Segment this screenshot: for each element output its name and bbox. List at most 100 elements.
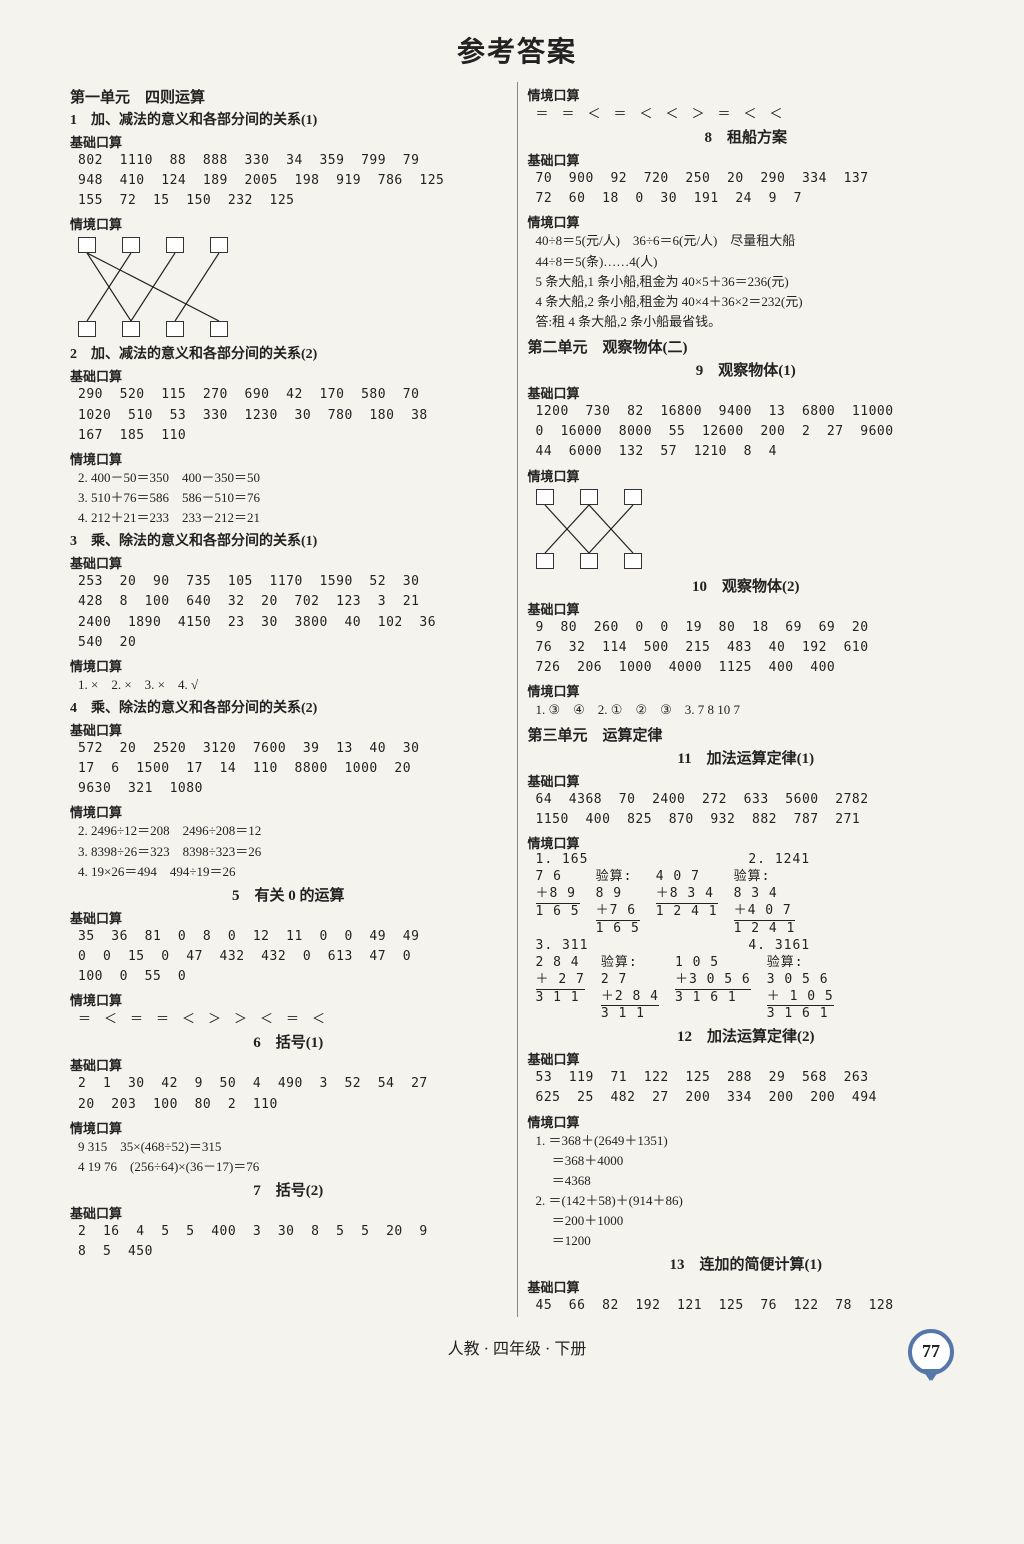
answer-numbers: 253 20 90 735 105 1170 1590 52 30 428 8 … bbox=[70, 572, 507, 653]
section-heading: 10 观察物体(2) bbox=[528, 575, 965, 596]
vertical-sum: 1 0 5＋3 0 5 6 3 1 6 1 bbox=[675, 955, 751, 1024]
answer-numbers: 64 4368 70 2400 272 633 5600 2782 1150 4… bbox=[528, 790, 965, 830]
answer-line: 1. ③ ④ 2. ① ② ③ 3. 7 8 10 7 bbox=[528, 700, 965, 720]
vertical-sum-row: 7 6＋8 9 1 6 5 验算: 8 9＋7 6 1 6 5 4 0 7＋8 … bbox=[528, 869, 965, 938]
two-column-layout: 第一单元 四则运算 1 加、减法的意义和各部分间的关系(1) 基础口算 802 … bbox=[60, 82, 974, 1317]
answer-line: 3. 510＋76＝586 586－510＝76 bbox=[70, 488, 507, 508]
page-footer: 人教 · 四年级 · 下册 77 bbox=[60, 1335, 974, 1359]
matching-diagram bbox=[78, 237, 228, 337]
sum-label: 2. 1241 bbox=[748, 852, 810, 869]
qingjing-label: 情境口算 bbox=[528, 466, 965, 485]
section-heading: 12 加法运算定律(2) bbox=[528, 1025, 965, 1046]
vertical-sum: 2 8 4＋ 2 7 3 1 1 bbox=[536, 955, 585, 1024]
sum-label: 4. 3161 bbox=[748, 938, 810, 955]
jichu-label: 基础口算 bbox=[70, 1055, 507, 1074]
answer-line: 9 315 35×(468÷52)＝315 bbox=[70, 1137, 507, 1157]
answer-line: 4. 19×26＝494 494÷19＝26 bbox=[70, 862, 507, 882]
answer-numbers: 53 119 71 122 125 288 29 568 263 625 25 … bbox=[528, 1068, 965, 1108]
section-heading: 9 观察物体(1) bbox=[528, 359, 965, 380]
jichu-label: 基础口算 bbox=[70, 553, 507, 572]
jichu-label: 基础口算 bbox=[528, 1049, 965, 1068]
qingjing-label: 情境口算 bbox=[528, 212, 965, 231]
answer-line: 4 19 76 (256÷64)×(36－17)＝76 bbox=[70, 1157, 507, 1177]
jichu-label: 基础口算 bbox=[70, 132, 507, 151]
jichu-label: 基础口算 bbox=[70, 1203, 507, 1222]
vertical-sum: 4 0 7＋8 3 4 1 2 4 1 bbox=[656, 869, 718, 938]
unit-heading: 第二单元 观察物体(二) bbox=[528, 336, 965, 357]
unit-heading: 第三单元 运算定律 bbox=[528, 724, 965, 745]
section-heading: 11 加法运算定律(1) bbox=[528, 747, 965, 768]
jichu-label: 基础口算 bbox=[70, 720, 507, 739]
section-heading: 5 有关 0 的运算 bbox=[70, 884, 507, 905]
answer-numbers: 572 20 2520 3120 7600 39 13 40 30 17 6 1… bbox=[70, 739, 507, 799]
vertical-sum-check: 验算: 2 7＋2 8 4 3 1 1 bbox=[601, 955, 659, 1024]
section-heading: 6 括号(1) bbox=[70, 1031, 507, 1052]
qingjing-label: 情境口算 bbox=[70, 214, 507, 233]
jichu-label: 基础口算 bbox=[70, 908, 507, 927]
answer-line: 40÷8＝5(元/人) 36÷6＝6(元/人) 尽量租大船 bbox=[528, 231, 965, 251]
qingjing-label: 情境口算 bbox=[528, 1112, 965, 1131]
answer-numbers: 9 80 260 0 0 19 80 18 69 69 20 76 32 114… bbox=[528, 618, 965, 678]
answer-line: 答:租 4 条大船,2 条小船最省钱。 bbox=[528, 312, 965, 332]
section-heading: 1 加、减法的意义和各部分间的关系(1) bbox=[70, 109, 507, 129]
qingjing-label: 情境口算 bbox=[528, 833, 965, 852]
qingjing-label: 情境口算 bbox=[70, 656, 507, 675]
right-column: 情境口算 ＝ ＝ ＜ ＝ ＜ ＜ ＞ ＝ ＜ ＜ 8 租船方案 基础口算 70 … bbox=[518, 82, 975, 1317]
qingjing-label: 情境口算 bbox=[70, 1118, 507, 1137]
answer-line: ＝ ＝ ＜ ＝ ＜ ＜ ＞ ＝ ＜ ＜ bbox=[528, 104, 965, 124]
vertical-sum-row: 2 8 4＋ 2 7 3 1 1 验算: 2 7＋2 8 4 3 1 1 1 0… bbox=[528, 955, 965, 1024]
answer-line: 1. × 2. × 3. × 4. √ bbox=[70, 675, 507, 695]
qingjing-label: 情境口算 bbox=[528, 85, 965, 104]
sum-label: 3. 311 bbox=[536, 938, 589, 955]
jichu-label: 基础口算 bbox=[528, 1277, 965, 1296]
answer-numbers: 35 36 81 0 8 0 12 11 0 0 49 49 0 0 15 0 … bbox=[70, 927, 507, 987]
matching-diagram bbox=[536, 489, 642, 569]
answer-line: 4. 212＋21＝233 233－212＝21 bbox=[70, 508, 507, 528]
answer-line: 5 条大船,1 条小船,租金为 40×5＋36＝236(元) bbox=[528, 272, 965, 292]
answer-line: 2. 400－50＝350 400－350＝50 bbox=[70, 468, 507, 488]
answer-line: 44÷8＝5(条)……4(人) bbox=[528, 252, 965, 272]
answer-line: ＝ ＜ ＝ ＝ ＜ ＞ ＞ ＜ ＝ ＜ bbox=[70, 1009, 507, 1029]
vertical-sum-check: 验算: 3 0 5 6＋ 1 0 5 3 1 6 1 bbox=[767, 955, 834, 1024]
answer-line: 2. 2496÷12＝208 2496÷208＝12 bbox=[70, 821, 507, 841]
answer-numbers: 2 1 30 42 9 50 4 490 3 52 54 27 20 203 1… bbox=[70, 1074, 507, 1114]
answer-numbers: 290 520 115 270 690 42 170 580 70 1020 5… bbox=[70, 385, 507, 445]
answer-line: ＝4368 bbox=[528, 1171, 965, 1191]
page-title: 参考答案 bbox=[60, 30, 974, 70]
footer-text: 人教 · 四年级 · 下册 bbox=[448, 1341, 587, 1358]
section-heading: 7 括号(2) bbox=[70, 1179, 507, 1200]
answer-numbers: 1200 730 82 16800 9400 13 6800 11000 0 1… bbox=[528, 402, 965, 462]
answer-numbers: 45 66 82 192 121 125 76 122 78 128 bbox=[528, 1296, 965, 1316]
qingjing-label: 情境口算 bbox=[70, 990, 507, 1009]
answer-line: 2. ＝(142＋58)＋(914＋86) bbox=[528, 1191, 965, 1211]
jichu-label: 基础口算 bbox=[528, 150, 965, 169]
answer-numbers: 2 16 4 5 5 400 3 30 8 5 5 20 9 8 5 450 bbox=[70, 1222, 507, 1262]
vertical-sum-check: 验算: 8 3 4＋4 0 7 1 2 4 1 bbox=[734, 869, 796, 938]
unit-heading: 第一单元 四则运算 bbox=[70, 86, 507, 107]
jichu-label: 基础口算 bbox=[528, 771, 965, 790]
sum-label: 1. 165 bbox=[536, 852, 589, 869]
qingjing-label: 情境口算 bbox=[528, 681, 965, 700]
section-heading: 8 租船方案 bbox=[528, 126, 965, 147]
answer-line: 3. 8398÷26＝323 8398÷323＝26 bbox=[70, 842, 507, 862]
section-heading: 2 加、减法的意义和各部分间的关系(2) bbox=[70, 343, 507, 363]
jichu-label: 基础口算 bbox=[70, 366, 507, 385]
answer-line: 4 条大船,2 条小船,租金为 40×4＋36×2＝232(元) bbox=[528, 292, 965, 312]
vertical-sum-row: 3. 311 4. 3161 bbox=[528, 938, 965, 955]
jichu-label: 基础口算 bbox=[528, 599, 965, 618]
qingjing-label: 情境口算 bbox=[70, 802, 507, 821]
vertical-sum-row: 1. 165 2. 1241 bbox=[528, 852, 965, 869]
answer-numbers: 70 900 92 720 250 20 290 334 137 72 60 1… bbox=[528, 169, 965, 209]
page-number-badge: 77 bbox=[908, 1329, 954, 1375]
vertical-sum: 7 6＋8 9 1 6 5 bbox=[536, 869, 580, 938]
section-heading: 3 乘、除法的意义和各部分间的关系(1) bbox=[70, 530, 507, 550]
left-column: 第一单元 四则运算 1 加、减法的意义和各部分间的关系(1) 基础口算 802 … bbox=[60, 82, 518, 1317]
answer-numbers: 802 1110 88 888 330 34 359 799 79 948 41… bbox=[70, 151, 507, 211]
section-heading: 13 连加的简便计算(1) bbox=[528, 1253, 965, 1274]
answer-line: ＝200＋1000 bbox=[528, 1211, 965, 1231]
jichu-label: 基础口算 bbox=[528, 383, 965, 402]
qingjing-label: 情境口算 bbox=[70, 449, 507, 468]
vertical-sum-check: 验算: 8 9＋7 6 1 6 5 bbox=[596, 869, 640, 938]
answer-line: ＝368＋4000 bbox=[528, 1151, 965, 1171]
answer-line: 1. ＝368＋(2649＋1351) bbox=[528, 1131, 965, 1151]
